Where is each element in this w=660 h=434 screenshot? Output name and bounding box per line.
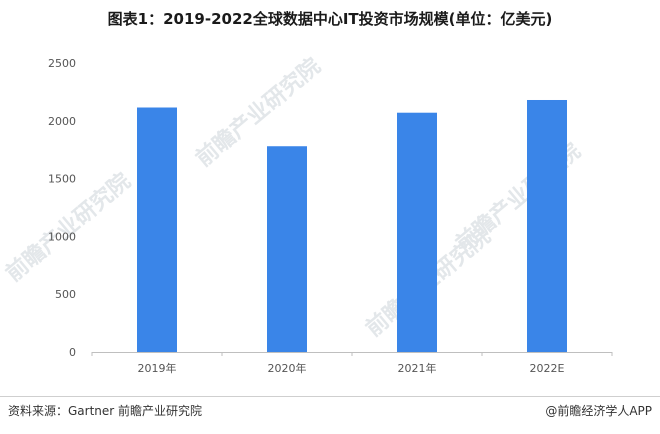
x-tick-label: 2022E <box>530 362 565 375</box>
bar <box>267 146 307 352</box>
bar <box>137 107 177 352</box>
chart-title: 图表1：2019-2022全球数据中心IT投资市场规模(单位：亿美元) <box>107 10 553 28</box>
y-tick-label: 500 <box>55 288 76 301</box>
bar <box>527 99 567 352</box>
y-tick-label: 1500 <box>48 173 76 186</box>
y-tick-label: 2500 <box>48 57 76 70</box>
credit-note: @前瞻经济学人APP <box>545 404 652 418</box>
x-tick-label: 2019年 <box>138 361 177 375</box>
x-tick-label: 2021年 <box>398 361 437 375</box>
source-note: 资料来源：Gartner 前瞻产业研究院 <box>8 404 203 418</box>
y-tick-label: 1000 <box>48 230 76 243</box>
x-tick-label: 2020年 <box>268 361 307 375</box>
footer-divider <box>0 396 660 397</box>
bar <box>397 112 437 352</box>
y-tick-label: 0 <box>69 346 76 359</box>
y-tick-label: 2000 <box>48 115 76 128</box>
